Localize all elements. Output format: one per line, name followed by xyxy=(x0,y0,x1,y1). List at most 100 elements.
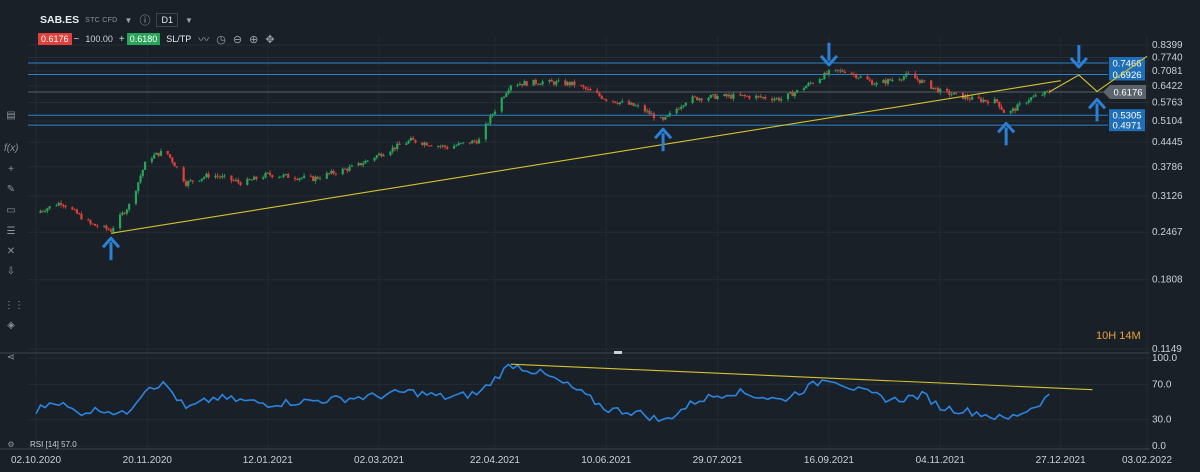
candle xyxy=(852,74,856,76)
share-icon[interactable]: ⋖ xyxy=(6,352,16,363)
arrow-down-icon xyxy=(1069,45,1088,69)
rectangle-icon[interactable]: ▭ xyxy=(6,205,16,216)
candle xyxy=(555,81,558,85)
candle xyxy=(64,205,67,208)
ask-price[interactable]: 0.6180 xyxy=(126,33,161,45)
candle xyxy=(128,203,131,210)
layers-icon[interactable]: ◈ xyxy=(7,320,15,331)
candle xyxy=(1000,107,1003,110)
candle xyxy=(1045,91,1049,93)
candle xyxy=(484,123,487,140)
candle xyxy=(459,143,462,144)
quantity-field[interactable]: 100.00 xyxy=(85,34,113,44)
candle xyxy=(471,140,474,144)
candle xyxy=(643,105,646,112)
fx-icon[interactable]: f(x) xyxy=(4,143,19,154)
clock-icon[interactable]: ◷ xyxy=(216,33,226,46)
candle xyxy=(46,208,49,212)
menu-icon[interactable]: ▤ xyxy=(6,110,16,121)
candle xyxy=(425,142,428,146)
candle xyxy=(636,105,640,107)
candle xyxy=(123,212,126,214)
crosshair-icon[interactable]: + xyxy=(8,164,14,175)
candle xyxy=(980,98,983,102)
rsi-tick-label: 100.0 xyxy=(1152,353,1177,364)
fibonacci-icon[interactable]: ☰ xyxy=(6,226,16,237)
pencil-icon[interactable]: ✎ xyxy=(6,184,16,195)
candle xyxy=(596,90,599,94)
indicator-settings-icon[interactable]: ⚙ xyxy=(7,440,15,449)
candle xyxy=(1025,102,1028,104)
candle xyxy=(970,96,974,100)
candle xyxy=(611,100,615,102)
candle xyxy=(430,145,433,147)
candle xyxy=(873,84,876,86)
candle xyxy=(248,178,251,180)
candle xyxy=(618,102,621,104)
candle xyxy=(834,69,837,71)
timeframe-select[interactable]: D1 xyxy=(156,13,178,27)
candle xyxy=(359,162,362,166)
trend-lines[interactable] xyxy=(110,55,1148,234)
candle xyxy=(405,143,408,145)
candle xyxy=(296,179,299,180)
candle xyxy=(757,95,760,97)
x-tick-label: 12.01.2021 xyxy=(243,455,293,466)
timeframe-chevron-icon[interactable]: ▼ xyxy=(184,15,193,25)
minus-button[interactable]: − xyxy=(73,33,80,45)
candle xyxy=(982,99,985,102)
level-label: 0.7466 xyxy=(1112,58,1141,69)
candle xyxy=(155,152,158,155)
cross-icon[interactable]: ✕ xyxy=(6,246,16,257)
candle xyxy=(743,95,746,96)
arrow-up-icon xyxy=(997,121,1016,146)
line-chart-icon[interactable]: 〰 xyxy=(198,34,210,46)
bid-price[interactable]: 0.6176 xyxy=(38,33,72,45)
arrows[interactable] xyxy=(101,42,1107,261)
candle xyxy=(475,141,478,144)
candle xyxy=(91,223,94,225)
chevron-down-icon[interactable]: ▼ xyxy=(124,15,133,25)
candle xyxy=(1009,110,1012,113)
info-icon[interactable]: ⓘ xyxy=(139,15,151,27)
symbol-bar: SAB.ES STC CFD ▼ ⓘ D1 ▼ xyxy=(40,12,193,28)
candle xyxy=(1027,100,1030,103)
sltp-button[interactable]: SL/TP xyxy=(166,34,192,44)
candle xyxy=(455,145,458,147)
candle xyxy=(71,207,74,210)
candle xyxy=(627,101,631,105)
zoom-out-icon[interactable]: ⊖ xyxy=(232,33,243,46)
candle xyxy=(89,220,92,224)
candle xyxy=(791,92,794,97)
candle xyxy=(239,182,242,185)
candle xyxy=(857,77,860,79)
candle xyxy=(884,80,887,84)
symbol-name[interactable]: SAB.ES xyxy=(40,14,80,26)
candle xyxy=(793,92,796,97)
candle xyxy=(103,225,106,227)
candle xyxy=(811,82,815,84)
candle xyxy=(377,153,381,156)
candle xyxy=(580,85,583,86)
move-icon[interactable]: ✥ xyxy=(265,33,275,46)
candle xyxy=(507,90,510,94)
candle xyxy=(391,147,394,152)
zoom-in-icon[interactable]: ⊕ xyxy=(249,33,259,46)
candle xyxy=(1030,97,1033,101)
arrow-up-icon xyxy=(1087,97,1107,122)
candle xyxy=(230,175,233,181)
candle xyxy=(121,212,124,215)
candle xyxy=(350,165,353,167)
arrow-down-icon[interactable]: ⇩ xyxy=(6,266,16,277)
more-icon[interactable]: ⋮⋮ xyxy=(4,300,24,311)
candle xyxy=(727,95,731,97)
x-tick-label: 27.12.2021 xyxy=(1036,455,1086,466)
candle xyxy=(246,178,249,185)
candle xyxy=(936,87,940,93)
candle xyxy=(157,152,160,156)
plus-button[interactable]: + xyxy=(118,33,125,45)
candle xyxy=(318,178,322,180)
